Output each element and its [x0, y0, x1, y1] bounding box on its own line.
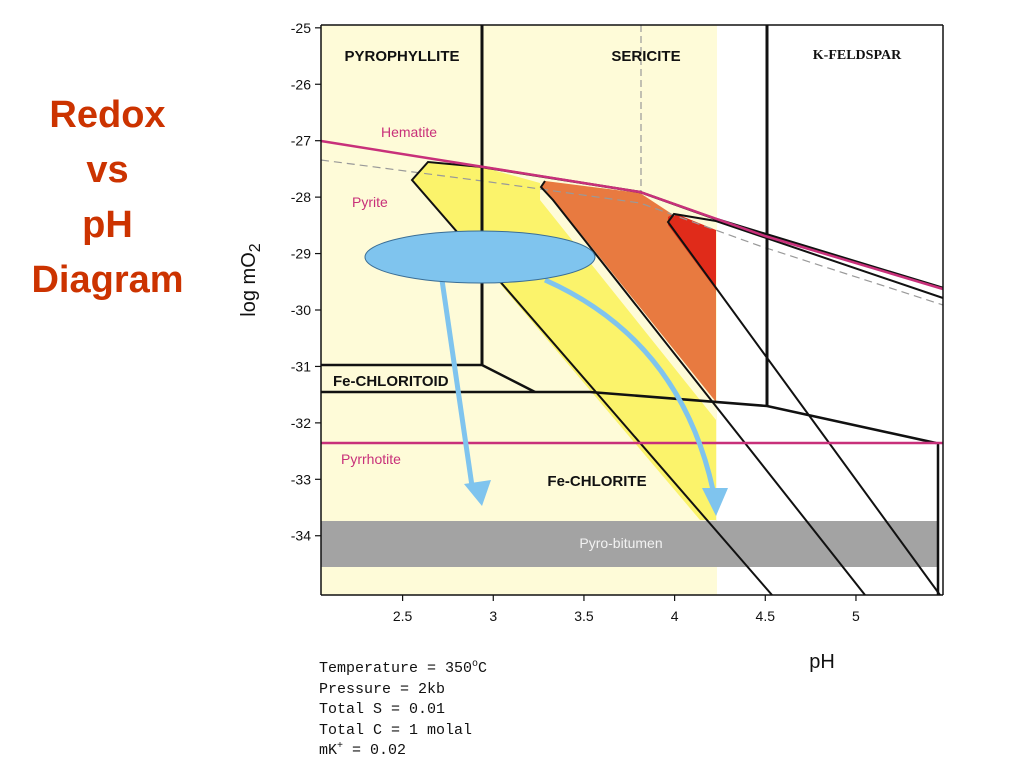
y-tick-label: -32: [291, 415, 311, 431]
sericite-label: SERICITE: [611, 48, 680, 65]
y-tick-label: -31: [291, 358, 311, 374]
x-tick-label: 3: [489, 608, 497, 624]
yellow-field-outline: [410, 160, 773, 596]
pressure-line: Pressure = 2kb: [319, 680, 446, 698]
y-tick-label: -27: [291, 133, 311, 149]
blue-arrow-left-shaft: [439, 279, 475, 487]
orange-field-outline: [539, 180, 866, 596]
y-tick-label: -29: [291, 246, 311, 262]
hematite-label: Hematite: [381, 124, 437, 140]
title-line-3: pH: [82, 204, 133, 246]
k-feldspar-label: K-FELDSPAR: [813, 48, 902, 63]
pyrite-label: Pyrite: [352, 194, 388, 210]
title-line-1: Redox: [49, 94, 166, 136]
red-field-outline: [666, 212, 944, 596]
fe-chloritoid-label: Fe-CHLORITOID: [333, 373, 449, 390]
x-tick-label: 2.5: [393, 608, 413, 624]
pyro-bitumen-label: Pyro-bitumen: [579, 535, 662, 551]
x-axis-ticks: 2.5 3 3.5 4 4.5 5: [393, 595, 860, 624]
x-tick-label: 4.5: [756, 608, 776, 624]
hematite-curve: [320, 139, 944, 291]
title-line-2: vs: [86, 149, 129, 191]
orange-field: [541, 181, 716, 402]
total-c-line: Total C = 1 molal: [319, 721, 473, 739]
blue-arrow-right-head: [702, 488, 728, 516]
y-tick-label: -25: [291, 20, 311, 36]
blue-ellipse: [364, 230, 596, 284]
mk-line: mK+ = 0.02: [319, 741, 407, 760]
x-tick-label: 3.5: [574, 608, 594, 624]
temperature-line: Temperature = 350oC: [319, 659, 488, 678]
conditions-block: Temperature = 350oC Pressure = 2kb Total…: [319, 659, 487, 762]
x-tick-label: 4: [671, 608, 679, 624]
blue-arrow-right-shaft: [543, 277, 716, 491]
pyrrhotite-label: Pyrrhotite: [341, 451, 401, 467]
y-tick-label: -26: [291, 76, 311, 92]
y-tick-label: -28: [291, 189, 311, 205]
title-line-4: Diagram: [31, 259, 184, 301]
x-axis-title: pH: [809, 651, 835, 673]
slide-title: Redox vs pH Diagram: [0, 88, 215, 308]
blue-arrow-left-head: [464, 480, 491, 506]
y-tick-label: -30: [291, 302, 311, 318]
x-tick-label: 5: [852, 608, 860, 624]
chloritoid-upper-boundary: [321, 363, 536, 394]
pyrophyllite-label: PYROPHYLLITE: [344, 48, 459, 65]
total-s-line: Total S = 0.01: [319, 701, 446, 718]
y-tick-label: -33: [291, 471, 311, 487]
y-tick-label: -34: [291, 528, 311, 544]
fe-chlorite-label: Fe-CHLORITE: [547, 473, 646, 490]
pyrite-dashed-line: [320, 159, 944, 306]
y-axis-title: log mO2: [238, 243, 264, 316]
y-axis-ticks: -25 -26 -27 -28 -29 -30 -31 -32 -33 -34: [291, 20, 321, 544]
